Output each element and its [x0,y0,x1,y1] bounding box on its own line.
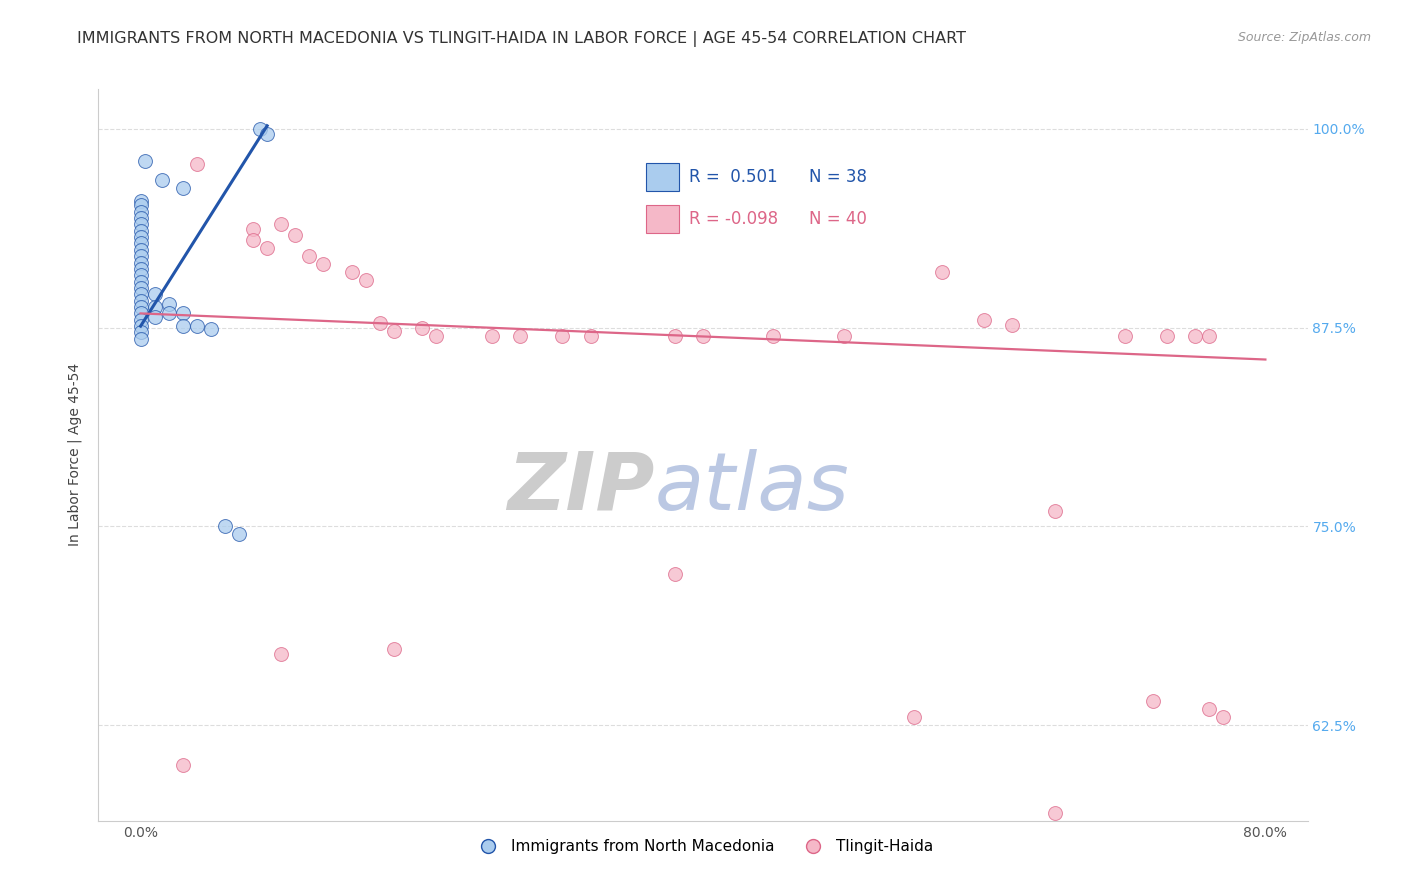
Point [692,328,714,343]
Point [129,198,152,212]
Point [1142,694,1164,708]
Point [973,312,995,326]
Y-axis label: In Labor Force | Age 45-54: In Labor Force | Age 45-54 [67,363,83,547]
Point [129,230,152,244]
Point [1198,328,1220,343]
Point [551,328,574,343]
Point [270,647,292,661]
Point [354,273,377,287]
Point [832,328,855,343]
Point [129,306,152,320]
Point [214,519,236,533]
Point [270,218,292,232]
Point [1001,318,1024,332]
Point [186,319,208,334]
Text: N = 38: N = 38 [810,168,868,186]
Point [1184,328,1206,343]
Point [1043,503,1066,517]
FancyBboxPatch shape [647,163,679,191]
Point [256,127,278,141]
Point [186,157,208,171]
Point [172,181,194,195]
Point [242,222,264,236]
Point [1156,328,1178,343]
Point [762,328,785,343]
Point [242,233,264,247]
Legend: Immigrants from North Macedonia, Tlingit-Haida: Immigrants from North Macedonia, Tlingit… [467,833,939,861]
Point [931,265,953,279]
Point [172,758,194,772]
Point [129,326,152,340]
Point [129,224,152,238]
Point [143,300,166,314]
Point [509,328,531,343]
Point [134,153,156,168]
Point [1114,328,1136,343]
Text: Source: ZipAtlas.com: Source: ZipAtlas.com [1237,31,1371,45]
Point [143,310,166,324]
Point [129,211,152,225]
Point [340,265,363,279]
Point [129,218,152,232]
Text: R =  0.501: R = 0.501 [689,168,778,186]
Point [312,257,335,271]
Point [284,228,307,243]
Text: atlas: atlas [655,449,849,527]
Text: N = 40: N = 40 [810,211,868,228]
Point [157,306,180,320]
Point [129,243,152,257]
Point [129,312,152,326]
Point [1043,805,1066,820]
Point [664,328,686,343]
Point [411,320,433,334]
Point [481,328,503,343]
Point [129,255,152,269]
Point [129,293,152,308]
Point [298,249,321,263]
Point [1212,710,1234,724]
Point [200,322,222,336]
Text: R = -0.098: R = -0.098 [689,211,778,228]
Point [228,527,250,541]
Point [129,281,152,295]
Point [129,204,152,219]
Point [368,316,391,330]
Point [425,328,447,343]
Point [150,173,173,187]
Point [129,194,152,208]
Point [1198,702,1220,716]
Point [157,297,180,311]
Point [143,287,166,301]
Point [129,319,152,334]
Point [249,122,271,136]
Point [903,710,925,724]
Point [172,319,194,334]
Point [129,249,152,263]
Point [382,641,405,656]
FancyBboxPatch shape [647,205,679,234]
Point [129,236,152,251]
Point [129,275,152,289]
Text: ZIP: ZIP [508,449,655,527]
Point [256,241,278,255]
Point [579,328,602,343]
Point [129,332,152,346]
Point [129,268,152,283]
Text: IMMIGRANTS FROM NORTH MACEDONIA VS TLINGIT-HAIDA IN LABOR FORCE | AGE 45-54 CORR: IMMIGRANTS FROM NORTH MACEDONIA VS TLING… [77,31,966,47]
Point [382,324,405,338]
Point [664,567,686,582]
Point [129,261,152,276]
Point [129,300,152,314]
Point [172,306,194,320]
Point [129,287,152,301]
